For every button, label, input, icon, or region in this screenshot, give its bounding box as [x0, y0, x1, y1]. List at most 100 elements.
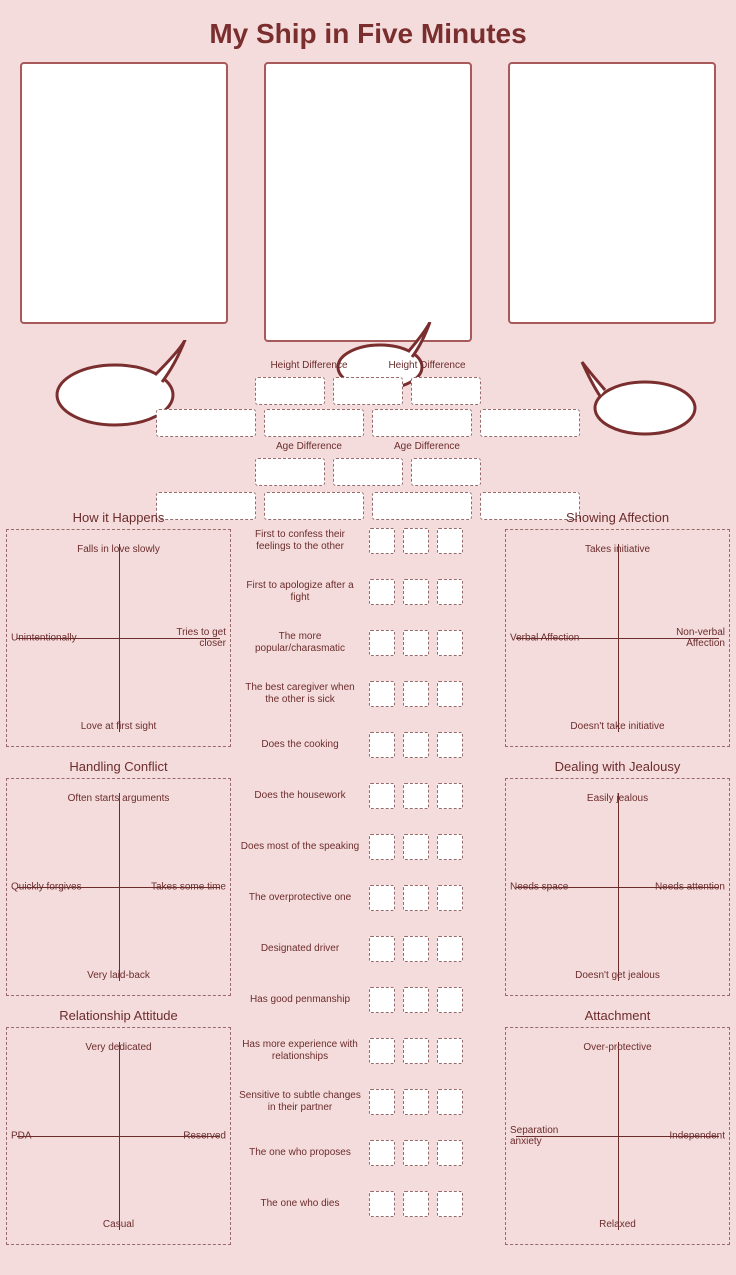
q-bot: Doesn't get jealous	[558, 970, 678, 981]
trait-checkbox[interactable]	[403, 579, 429, 605]
trait-checkbox[interactable]	[369, 783, 395, 809]
quad-frame[interactable]: Easily jealous Doesn't get jealous Needs…	[505, 778, 730, 996]
quad-frame[interactable]: Over-protective Relaxed Separation anxie…	[505, 1027, 730, 1245]
trait-checkbox[interactable]	[437, 885, 463, 911]
trait-checkbox[interactable]	[403, 783, 429, 809]
trait-checkbox[interactable]	[369, 885, 395, 911]
trait-row: Does the cooking	[239, 732, 497, 758]
trait-checkbox[interactable]	[437, 783, 463, 809]
trait-checkbox[interactable]	[437, 732, 463, 758]
q-top: Takes initiative	[558, 544, 678, 555]
portrait-left[interactable]	[20, 62, 228, 324]
trait-row: Sensitive to subtle changes in their par…	[239, 1089, 497, 1115]
trait-label: Has more experience with relationships	[239, 1039, 361, 1063]
quad-attachment: Attachment Over-protective Relaxed Separ…	[505, 1008, 730, 1245]
trait-checkbox[interactable]	[369, 681, 395, 707]
height-box-2[interactable]	[333, 377, 403, 405]
quad-frame[interactable]: Takes initiative Doesn't take initiative…	[505, 529, 730, 747]
quad-frame[interactable]: Often starts arguments Very laid-back Qu…	[6, 778, 231, 996]
mid-box-4[interactable]	[480, 409, 580, 437]
trait-checkbox[interactable]	[403, 1089, 429, 1115]
q-bot: Doesn't take initiative	[558, 721, 678, 732]
trait-checkbox[interactable]	[403, 1140, 429, 1166]
trait-label: Designated driver	[239, 943, 361, 955]
q-left: Verbal Affection	[510, 633, 586, 644]
traits-column: First to confess their feelings to the o…	[239, 510, 497, 1245]
age-box-2[interactable]	[333, 458, 403, 486]
left-column: How it Happens Falls in love slowly Love…	[6, 510, 231, 1245]
trait-row: The more popular/charasmatic	[239, 630, 497, 656]
trait-checkbox[interactable]	[403, 528, 429, 554]
trait-checkbox[interactable]	[437, 936, 463, 962]
trait-checkbox[interactable]	[369, 630, 395, 656]
page-title: My Ship in Five Minutes	[0, 0, 736, 62]
trait-label: First to confess their feelings to the o…	[239, 529, 361, 553]
trait-label: Does the housework	[239, 790, 361, 802]
trait-label: The one who dies	[239, 1198, 361, 1210]
trait-label: The best caregiver when the other is sic…	[239, 682, 361, 706]
trait-checkbox[interactable]	[369, 1089, 395, 1115]
trait-label: Does most of the speaking	[239, 841, 361, 853]
age-box-3[interactable]	[411, 458, 481, 486]
trait-checkbox[interactable]	[369, 528, 395, 554]
trait-checkbox[interactable]	[369, 936, 395, 962]
trait-checkbox[interactable]	[437, 1191, 463, 1217]
quad-title: Handling Conflict	[6, 759, 231, 774]
trait-checkbox[interactable]	[437, 579, 463, 605]
height-box-1[interactable]	[255, 377, 325, 405]
trait-checkbox[interactable]	[437, 1089, 463, 1115]
trait-checkbox[interactable]	[403, 834, 429, 860]
q-left: Needs space	[510, 882, 586, 893]
q-right: Non-verbal Affection	[649, 627, 725, 649]
trait-checkbox[interactable]	[403, 1191, 429, 1217]
trait-checkbox[interactable]	[369, 1038, 395, 1064]
q-right: Independent	[649, 1131, 725, 1142]
quad-relationship-attitude: Relationship Attitude Very dedicated Cas…	[6, 1008, 231, 1245]
portrait-center[interactable]	[264, 62, 472, 342]
trait-checkbox[interactable]	[403, 987, 429, 1013]
trait-label: Sensitive to subtle changes in their par…	[239, 1090, 361, 1114]
age-box-1[interactable]	[255, 458, 325, 486]
trait-checkbox[interactable]	[403, 630, 429, 656]
trait-checkbox[interactable]	[369, 1140, 395, 1166]
quad-frame[interactable]: Very dedicated Casual PDA Reserved	[6, 1027, 231, 1245]
trait-checkbox[interactable]	[437, 987, 463, 1013]
q-bot: Casual	[59, 1219, 179, 1230]
trait-checkbox[interactable]	[403, 1038, 429, 1064]
mid-box-1[interactable]	[156, 409, 256, 437]
portrait-row	[0, 62, 736, 342]
trait-row: Does most of the speaking	[239, 834, 497, 860]
trait-checkbox[interactable]	[369, 579, 395, 605]
trait-checkbox[interactable]	[369, 834, 395, 860]
trait-checkbox[interactable]	[369, 987, 395, 1013]
q-top: Very dedicated	[59, 1042, 179, 1053]
trait-row: The overprotective one	[239, 885, 497, 911]
trait-checkbox[interactable]	[403, 681, 429, 707]
difference-grid: Height Difference Height Difference Age …	[0, 360, 736, 524]
q-bot: Relaxed	[558, 1219, 678, 1230]
trait-checkbox[interactable]	[437, 528, 463, 554]
mid-box-2[interactable]	[264, 409, 364, 437]
portrait-right[interactable]	[508, 62, 716, 324]
mid-box-3[interactable]	[372, 409, 472, 437]
q-right: Takes some time	[150, 882, 226, 893]
height-box-3[interactable]	[411, 377, 481, 405]
trait-checkbox[interactable]	[437, 1038, 463, 1064]
trait-checkbox[interactable]	[437, 834, 463, 860]
trait-checkbox[interactable]	[403, 732, 429, 758]
trait-checkbox[interactable]	[369, 1191, 395, 1217]
trait-checkbox[interactable]	[437, 1140, 463, 1166]
trait-row: First to apologize after a fight	[239, 579, 497, 605]
trait-checkbox[interactable]	[369, 732, 395, 758]
trait-label: The more popular/charasmatic	[239, 631, 361, 655]
trait-label: The overprotective one	[239, 892, 361, 904]
q-left: Unintentionally	[11, 633, 87, 644]
trait-checkbox[interactable]	[437, 681, 463, 707]
trait-checkbox[interactable]	[437, 630, 463, 656]
quad-title: Showing Affection	[505, 510, 730, 525]
quad-title: How it Happens	[6, 510, 231, 525]
trait-checkbox[interactable]	[403, 885, 429, 911]
quad-frame[interactable]: Falls in love slowly Love at first sight…	[6, 529, 231, 747]
trait-row: First to confess their feelings to the o…	[239, 528, 497, 554]
trait-checkbox[interactable]	[403, 936, 429, 962]
